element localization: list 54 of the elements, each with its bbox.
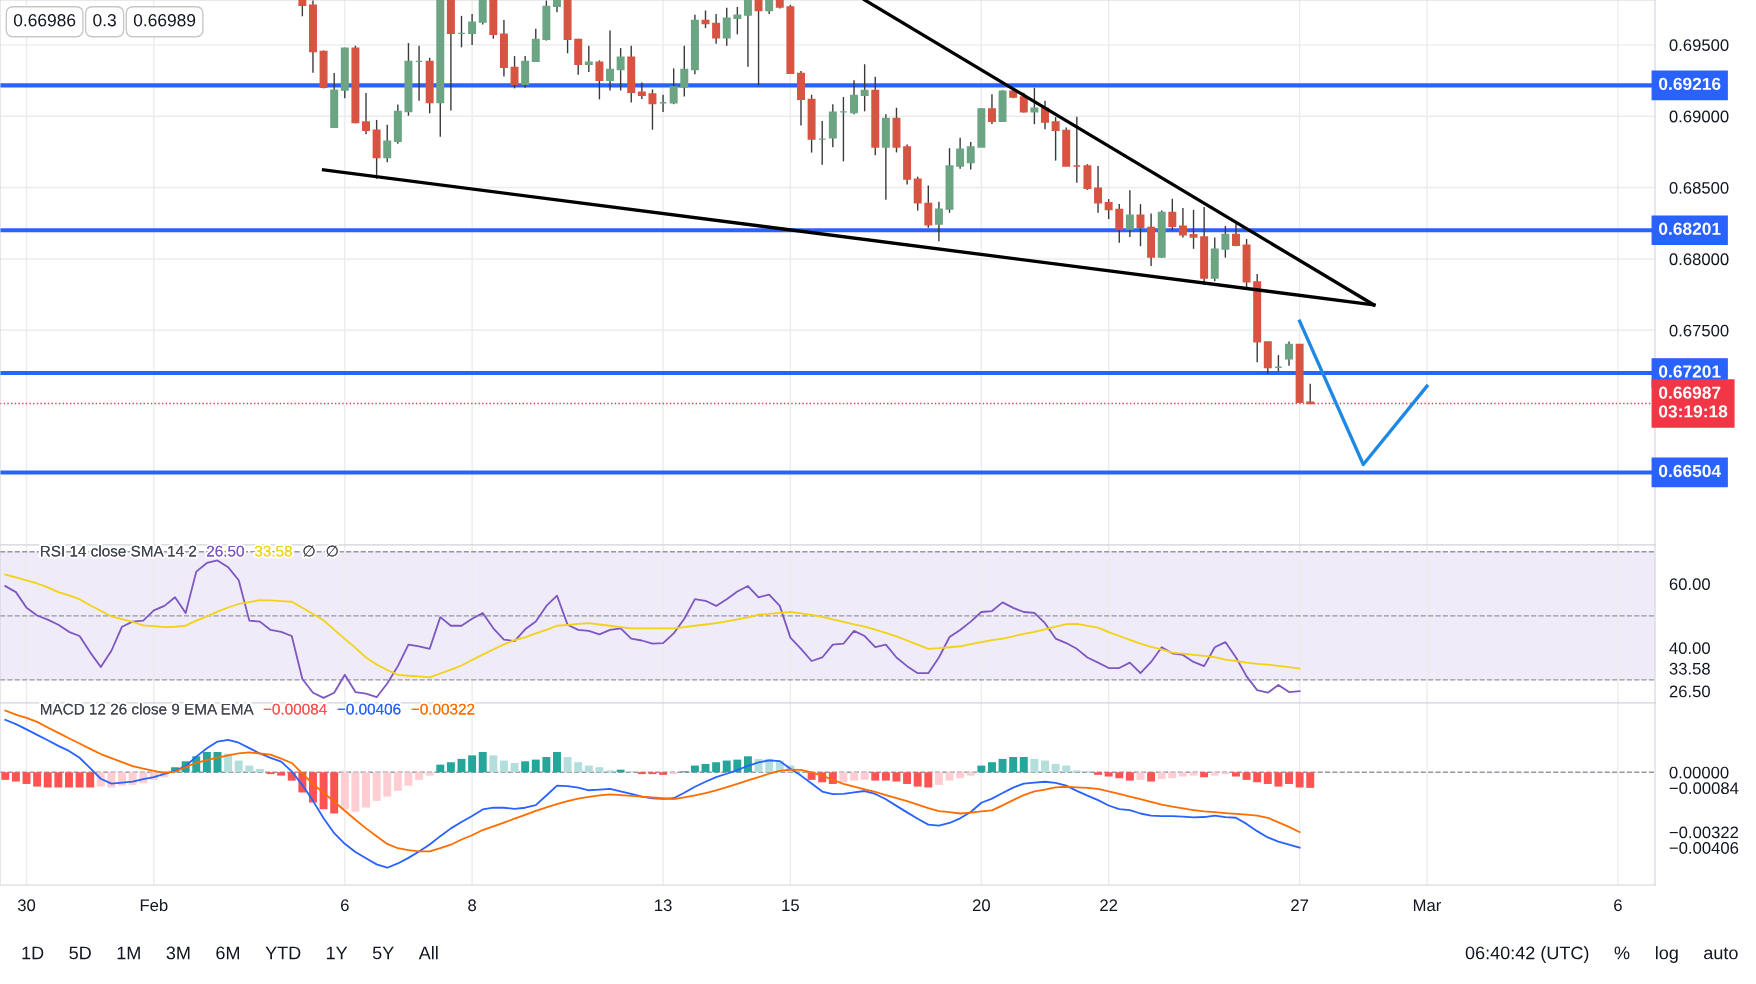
y-tick-label: 0.69500: [1669, 39, 1729, 52]
ref-line-label: 0.66987 03:19:18: [1659, 386, 1728, 418]
text: 1Y: [326, 946, 348, 960]
annotation: 0.3: [93, 14, 116, 27]
y-tick-label: 26.50: [1669, 685, 1710, 698]
x-tick-label: Mar: [1413, 899, 1442, 912]
text: log: [1655, 946, 1678, 963]
y-tick-label: 33.58: [1669, 662, 1710, 675]
text: 6M: [216, 946, 240, 960]
annotation: 26.50: [207, 545, 244, 557]
text: YTD: [265, 946, 301, 960]
ref-line-label: 0.69216: [1659, 77, 1721, 91]
y-tick-label: −0.00322: [1669, 826, 1739, 839]
text: 3M: [166, 946, 190, 960]
ref-line-label: 0.68201: [1659, 222, 1721, 235]
annotation: −0.00322: [411, 703, 475, 715]
annotation: 0.66989: [133, 14, 196, 27]
x-tick-label: 6: [1614, 899, 1622, 912]
x-tick-label: 22: [1100, 899, 1118, 911]
y-tick-label: 0.67500: [1669, 324, 1729, 337]
text: 1M: [117, 946, 140, 960]
chart-title: MACD 12 26 close 9 EMA EMA: [40, 703, 254, 715]
x-tick-label: 30: [17, 899, 36, 912]
y-tick-label: 0.69000: [1669, 110, 1729, 123]
y-tick-label: 0.68000: [1669, 253, 1729, 266]
y-tick-label: 0.68500: [1669, 181, 1729, 194]
y-tick-label: −0.00406: [1669, 842, 1739, 854]
text: 06:40:42 (UTC): [1465, 946, 1589, 963]
text: %: [1614, 946, 1630, 960]
y-tick-label: 0.00000: [1669, 766, 1729, 779]
x-tick-label: 27: [1291, 899, 1309, 911]
text: 5D: [69, 946, 91, 960]
x-tick-label: 13: [655, 899, 672, 912]
annotation: 33.58: [254, 545, 292, 557]
x-tick-label: 8: [468, 899, 477, 912]
annotation: 0.66986: [13, 14, 76, 27]
annotation: ∅: [303, 545, 315, 557]
ref-line-label: 0.66504: [1659, 464, 1721, 478]
text: auto: [1704, 947, 1738, 960]
ref-line-label: 0.67201: [1659, 365, 1721, 378]
text: 1D: [22, 946, 44, 960]
text: 5Y: [372, 946, 394, 960]
annotation: ∅: [326, 545, 338, 557]
y-tick-label: 40.00: [1669, 642, 1710, 655]
x-tick-label: 15: [782, 899, 799, 912]
y-tick-label: 60.00: [1669, 578, 1710, 590]
x-tick-label: 20: [972, 899, 990, 912]
annotation: −0.00084: [263, 703, 327, 715]
chart-title: RSI 14 close SMA 14 2: [40, 545, 197, 557]
x-tick-label: Feb: [140, 898, 168, 912]
y-tick-label: −0.00084: [1669, 782, 1739, 795]
annotation: −0.00406: [337, 703, 401, 715]
text: All: [418, 946, 438, 960]
x-tick-label: 6: [341, 899, 349, 912]
